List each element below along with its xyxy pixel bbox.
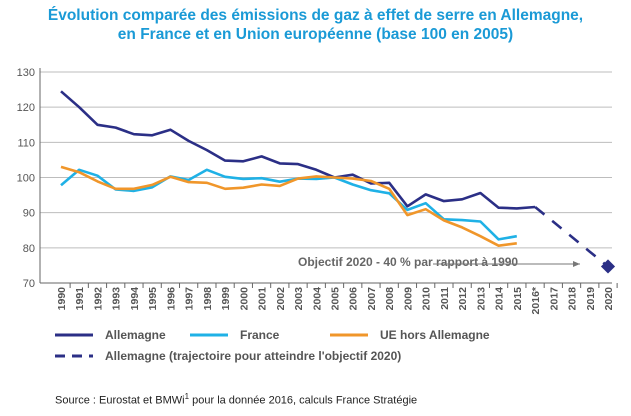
y-tick-label: 120 xyxy=(17,102,35,114)
x-tick-label: 2018 xyxy=(567,287,579,311)
target-diamond-marker xyxy=(600,259,616,274)
y-tick-label: 70 xyxy=(23,278,35,290)
x-tick-label: 1996 xyxy=(165,287,177,311)
x-tick-label: 2001 xyxy=(257,287,269,311)
source-footnote-mark: 1 xyxy=(184,392,190,401)
y-tick-label: 100 xyxy=(17,173,35,185)
x-tick-label: 2005 xyxy=(330,287,342,311)
x-tick-label: 2007 xyxy=(366,287,378,311)
y-tick-label: 90 xyxy=(23,208,35,220)
legend-label: UE hors Allemagne xyxy=(380,328,490,342)
y-tick-label: 130 xyxy=(17,67,35,79)
x-tick-label: 2013 xyxy=(475,287,487,311)
x-tick-label: 1992 xyxy=(92,287,104,311)
source-text: Source : Eurostat et BMWi xyxy=(55,394,185,407)
series-line-2 xyxy=(60,165,517,247)
title-line-1: Évolution comparée des émissions de gaz … xyxy=(47,7,584,24)
x-tick-label: 1991 xyxy=(74,287,86,311)
x-tick-label: 1995 xyxy=(147,287,159,311)
x-tick-label: 2016* xyxy=(530,286,542,314)
annotation-label: Objectif 2020 - 40 % par rapport à 1990 xyxy=(298,255,518,269)
x-tick-label: 2008 xyxy=(384,287,396,311)
x-tick-label: 2015 xyxy=(512,287,524,311)
source-note: Source : Eurostat et BMWi1 pour la donné… xyxy=(55,392,417,407)
x-tick-label: 2017 xyxy=(548,287,560,311)
x-tick-label: 2014 xyxy=(494,287,506,311)
legend-label: Allemagne xyxy=(105,328,166,342)
annotation-arrowhead xyxy=(573,261,580,267)
x-tick-label: 1994 xyxy=(129,287,141,311)
x-tick-label: 1990 xyxy=(56,287,68,311)
x-tick-label: 2019 xyxy=(585,287,597,311)
x-tick-label: 1999 xyxy=(220,287,232,311)
x-tick-label: 1993 xyxy=(111,287,123,311)
legend-label: Allemagne (trajectoire pour atteindre l'… xyxy=(105,349,401,363)
x-tick-label: 2010 xyxy=(421,287,433,311)
x-tick-label: 2012 xyxy=(457,287,469,311)
y-tick-label: 110 xyxy=(17,137,35,149)
legend-label: France xyxy=(240,328,280,342)
source-text-end: pour la donnée 2016, calculs France Stra… xyxy=(189,394,418,407)
x-tick-label: 1997 xyxy=(184,287,196,311)
y-tick-label: 80 xyxy=(23,243,35,255)
chart-title: Évolution comparée des émissions de gaz … xyxy=(0,6,631,44)
series-line-0 xyxy=(60,90,536,210)
x-tick-label: 2003 xyxy=(293,287,305,311)
x-tick-label: 2000 xyxy=(238,287,250,311)
title-line-2: en France et en Union européenne (base 1… xyxy=(117,26,514,43)
x-tick-label: 2006 xyxy=(348,287,360,311)
series-line-3 xyxy=(534,205,609,268)
x-tick-label: 2020 xyxy=(603,287,615,311)
x-tick-label: 2004 xyxy=(311,287,323,311)
x-tick-label: 2009 xyxy=(402,287,414,311)
x-tick-label: 1998 xyxy=(202,287,214,311)
x-tick-label: 2011 xyxy=(439,287,451,310)
series-line-1 xyxy=(60,168,518,241)
x-tick-label: 2002 xyxy=(275,287,287,311)
